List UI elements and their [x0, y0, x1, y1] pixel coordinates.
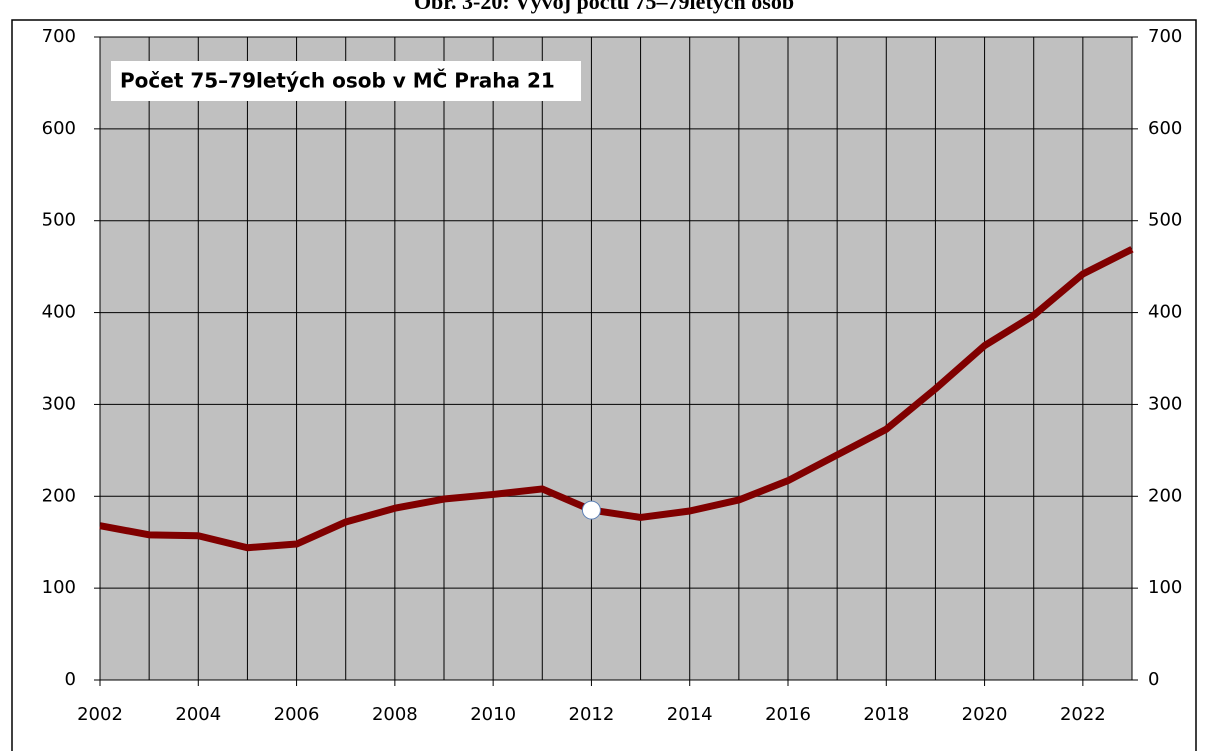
x-tick-label: 2016	[765, 704, 811, 725]
annotation-box	[111, 61, 581, 101]
y-tick-label: 0	[65, 669, 76, 690]
y-tick-label: 400	[42, 302, 76, 323]
y2-tick-label: 400	[1148, 302, 1182, 323]
x-tick-label: 2014	[667, 704, 713, 725]
y2-tick-label: 700	[1148, 26, 1182, 47]
y-tick-label: 200	[42, 485, 76, 506]
y2-tick-label: 300	[1148, 393, 1182, 414]
chart-title: Obr. 3-20: Vývoj počtu 75–79letých osob	[414, 0, 794, 14]
x-tick-label: 2020	[962, 704, 1008, 725]
x-tick-label: 2010	[470, 704, 516, 725]
x-tick-label: 2004	[175, 704, 221, 725]
data-line	[99, 246, 1134, 552]
plot-area	[99, 36, 1133, 681]
y2-tick-label: 0	[1148, 669, 1159, 690]
y-tick-label: 500	[42, 210, 76, 231]
y2-tick-label: 600	[1148, 118, 1182, 139]
y-tick-label: 700	[42, 26, 76, 47]
y2-tick-label: 500	[1148, 210, 1182, 231]
x-tick-label: 2012	[569, 704, 615, 725]
x-tick-label: 2008	[372, 704, 418, 725]
annotation: Počet 75–79letých osob v MČ Praha 21	[120, 69, 555, 93]
y2-tick-label: 100	[1148, 577, 1182, 598]
x-tick-label: 2002	[77, 704, 123, 725]
x-tick-label: 2018	[863, 704, 909, 725]
y-tick-label: 600	[42, 118, 76, 139]
y-tick-label: 100	[42, 577, 76, 598]
x-tick-label: 2022	[1060, 704, 1106, 725]
y-tick-label: 300	[42, 393, 76, 414]
y2-tick-label: 200	[1148, 485, 1182, 506]
x-tick-label: 2006	[274, 704, 320, 725]
highlight-marker	[581, 500, 601, 520]
